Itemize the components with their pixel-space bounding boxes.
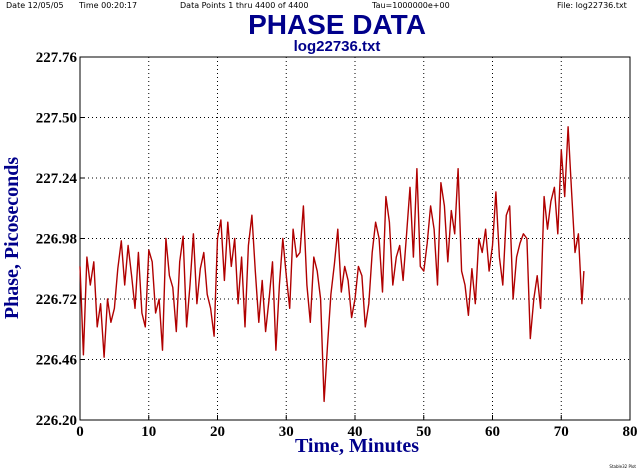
chart-subtitle: log22736.txt [294, 38, 381, 55]
x-tick-label: 70 [554, 424, 569, 440]
chart-title: PHASE DATA [248, 9, 426, 40]
x-tick-label: 20 [210, 424, 225, 440]
header-tau: Tau=1000000e+00 [371, 1, 450, 10]
header-data-points: Data Points 1 thru 4400 of 4400 [180, 1, 308, 10]
y-tick-labels: 226.20 226.46 226.72 226.98 227.24 227.50 227.… [36, 50, 78, 429]
y-axis-label: Phase, Picoseconds [1, 157, 23, 319]
y-tick-label: 226.98 [36, 232, 77, 248]
y-tick-label: 227.50 [36, 111, 77, 127]
y-tick-label: 226.72 [36, 292, 77, 308]
x-axis-label: Time, Minutes [295, 435, 419, 457]
x-tick-label: 80 [623, 424, 638, 440]
x-tick-label: 60 [485, 424, 500, 440]
header-date: Date 12/05/05 [6, 1, 64, 10]
header-file: File: log22736.txt [557, 1, 627, 10]
x-tick-label: 50 [416, 424, 431, 440]
y-tick-label: 226.46 [36, 353, 78, 369]
x-tick-label: 40 [348, 424, 363, 440]
y-tick-label: 227.76 [36, 50, 78, 66]
x-tick-labels: 0 10 20 30 40 50 60 70 80 [76, 424, 637, 440]
x-tick-label: 30 [279, 424, 294, 440]
y-tick-label: 227.24 [36, 171, 78, 187]
series-group [79, 126, 585, 403]
header-time: Time 00:20:17 [78, 1, 137, 10]
footer-credit: Stable32 Plot [609, 464, 636, 469]
phase-series-line [79, 126, 585, 403]
x-tick-label: 0 [76, 424, 84, 440]
x-tick-label: 10 [141, 424, 156, 440]
y-tick-label: 226.20 [36, 413, 77, 429]
grid [79, 56, 631, 421]
